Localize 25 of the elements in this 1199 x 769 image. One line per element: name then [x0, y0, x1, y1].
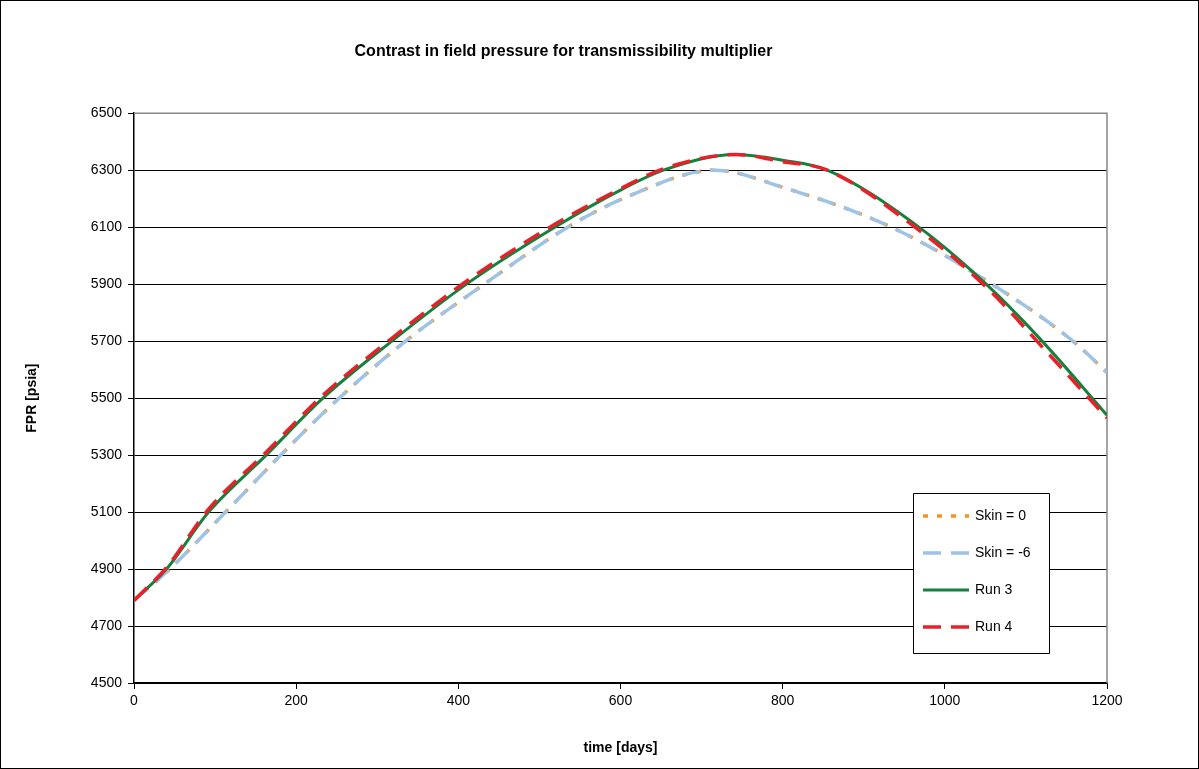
y-tick-label: 5500 [90, 388, 123, 405]
y-tick-label: 4700 [90, 616, 123, 633]
legend-label: Skin = 0 [975, 506, 1027, 523]
y-tick-label: 5100 [90, 502, 123, 519]
legend-label: Run 4 [975, 617, 1013, 634]
y-tick-label: 6300 [90, 161, 123, 178]
x-tick-label: 200 [284, 692, 309, 709]
x-tick-label: 1000 [929, 692, 961, 709]
x-axis-title: time [days] [583, 739, 658, 756]
y-tick-label: 6100 [90, 218, 123, 235]
y-tick-label: 5900 [90, 275, 123, 291]
y-tick-label: 5700 [90, 331, 123, 348]
x-tick-label: 400 [446, 692, 471, 709]
y-axis-title: FPR [psia] [23, 363, 40, 433]
y-tick-label: 6500 [90, 104, 123, 121]
x-tick-label: 0 [130, 692, 139, 709]
x-tick-label: 600 [608, 692, 633, 709]
x-tick-label: 800 [770, 692, 795, 709]
y-tick-label: 4500 [90, 673, 123, 690]
y-tick-label: 4900 [90, 559, 123, 576]
x-tick-label: 1200 [1091, 692, 1123, 709]
y-tick-label: 5300 [90, 445, 123, 462]
legend-label: Skin = -6 [975, 543, 1031, 560]
chart-title: Contrast in field pressure for transmissibility multiplier [354, 42, 773, 60]
legend-label: Run 3 [975, 580, 1013, 597]
